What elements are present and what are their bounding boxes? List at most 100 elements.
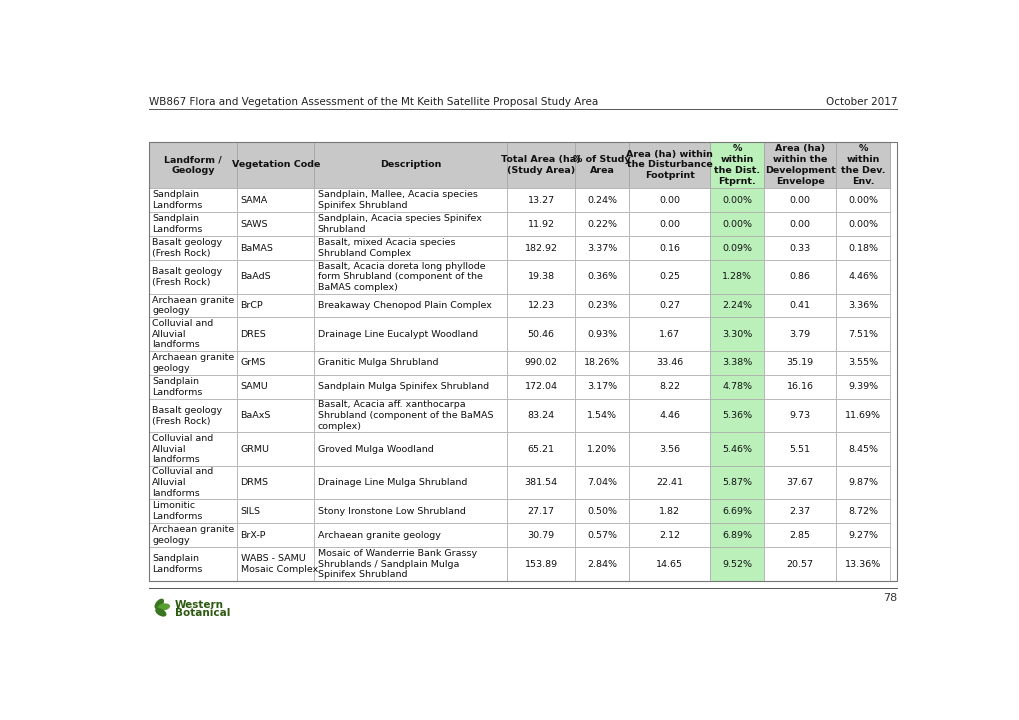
Text: 4.46%: 4.46%: [848, 272, 877, 282]
Text: Sandplain
Landforms: Sandplain Landforms: [152, 554, 203, 574]
Bar: [149, 188, 237, 212]
Text: 0.41: 0.41: [789, 301, 810, 310]
Bar: [149, 466, 237, 500]
Bar: [629, 212, 709, 236]
Bar: [314, 523, 506, 547]
Bar: [149, 351, 237, 375]
Bar: [237, 212, 314, 236]
Text: 3.38%: 3.38%: [721, 359, 751, 367]
Bar: [629, 294, 709, 318]
Text: 2.84%: 2.84%: [587, 559, 616, 569]
Text: SAWS: SAWS: [240, 220, 268, 228]
Text: Basalt, Acacia doreta long phyllode
form Shrubland (component of the
BaMAS compl: Basalt, Acacia doreta long phyllode form…: [317, 261, 485, 292]
Text: 0.00: 0.00: [789, 220, 810, 228]
Text: 2.85: 2.85: [789, 531, 810, 540]
Text: 0.00%: 0.00%: [721, 196, 751, 204]
Bar: [506, 142, 574, 188]
Text: 4.46: 4.46: [658, 411, 680, 420]
Text: Stony Ironstone Low Shrubland: Stony Ironstone Low Shrubland: [317, 507, 465, 516]
Text: 9.87%: 9.87%: [848, 478, 877, 487]
Bar: [836, 500, 890, 523]
Text: Colluvial and
Alluvial
landforms: Colluvial and Alluvial landforms: [152, 434, 213, 464]
Bar: [629, 318, 709, 351]
Bar: [574, 466, 629, 500]
Bar: [314, 294, 506, 318]
Bar: [836, 260, 890, 294]
Bar: [149, 142, 896, 581]
Text: SAMA: SAMA: [240, 196, 268, 204]
Text: 9.39%: 9.39%: [848, 382, 877, 392]
Bar: [574, 523, 629, 547]
Text: Sandplain
Landforms: Sandplain Landforms: [152, 215, 203, 234]
Text: BrCP: BrCP: [240, 301, 263, 310]
Text: Area (ha) within
the Disturbance
Footprint: Area (ha) within the Disturbance Footpri…: [626, 150, 712, 180]
Text: SILS: SILS: [240, 507, 260, 516]
Text: 0.27: 0.27: [658, 301, 680, 310]
Text: BaMAS: BaMAS: [240, 243, 273, 253]
Text: Archaean granite
geology: Archaean granite geology: [152, 526, 234, 545]
Bar: [149, 260, 237, 294]
Text: 65.21: 65.21: [527, 445, 554, 454]
Text: 0.00: 0.00: [658, 220, 680, 228]
Text: 11.92: 11.92: [527, 220, 554, 228]
Bar: [149, 375, 237, 399]
Text: Basalt geology
(Fresh Rock): Basalt geology (Fresh Rock): [152, 238, 222, 258]
Text: 0.22%: 0.22%: [587, 220, 616, 228]
Text: Breakaway Chenopod Plain Complex: Breakaway Chenopod Plain Complex: [317, 301, 491, 310]
Bar: [506, 547, 574, 581]
Text: 182.92: 182.92: [524, 243, 557, 253]
Text: 6.89%: 6.89%: [721, 531, 751, 540]
Text: 0.00%: 0.00%: [848, 196, 877, 204]
Bar: [506, 433, 574, 466]
Text: Colluvial and
Alluvial
landforms: Colluvial and Alluvial landforms: [152, 467, 213, 498]
Text: SAMU: SAMU: [240, 382, 268, 392]
Text: Sandplain
Landforms: Sandplain Landforms: [152, 377, 203, 397]
Bar: [506, 375, 574, 399]
Text: 5.51: 5.51: [789, 445, 810, 454]
Bar: [709, 294, 763, 318]
Ellipse shape: [154, 598, 164, 609]
Text: Botanical: Botanical: [174, 608, 230, 618]
Bar: [237, 375, 314, 399]
Bar: [314, 375, 506, 399]
Bar: [629, 142, 709, 188]
Text: Landform /
Geology: Landform / Geology: [164, 155, 222, 175]
Text: BaAxS: BaAxS: [240, 411, 271, 420]
Text: 13.27: 13.27: [527, 196, 554, 204]
Text: 20.57: 20.57: [786, 559, 813, 569]
Bar: [629, 466, 709, 500]
Bar: [574, 212, 629, 236]
Text: 18.26%: 18.26%: [584, 359, 620, 367]
Bar: [574, 547, 629, 581]
Text: Vegetation Code: Vegetation Code: [231, 161, 320, 169]
Text: 8.45%: 8.45%: [848, 445, 877, 454]
Ellipse shape: [158, 603, 170, 611]
Text: Sandplain
Landforms: Sandplain Landforms: [152, 190, 203, 210]
Bar: [149, 294, 237, 318]
Bar: [314, 212, 506, 236]
Bar: [237, 351, 314, 375]
Text: Description: Description: [380, 161, 441, 169]
Text: 16.16: 16.16: [786, 382, 813, 392]
Text: 8.22: 8.22: [658, 382, 680, 392]
Text: Archaean granite geology: Archaean granite geology: [317, 531, 440, 540]
Bar: [763, 375, 836, 399]
Bar: [237, 142, 314, 188]
Bar: [629, 433, 709, 466]
Bar: [237, 547, 314, 581]
Text: 9.52%: 9.52%: [721, 559, 751, 569]
Bar: [506, 351, 574, 375]
Text: Archaean granite
geology: Archaean granite geology: [152, 296, 234, 315]
Bar: [763, 466, 836, 500]
Text: 22.41: 22.41: [655, 478, 683, 487]
Bar: [506, 523, 574, 547]
Text: 0.00%: 0.00%: [848, 220, 877, 228]
Text: %
within
the Dev.
Env.: % within the Dev. Env.: [841, 144, 884, 186]
Bar: [237, 188, 314, 212]
Text: 0.09%: 0.09%: [721, 243, 751, 253]
Bar: [836, 547, 890, 581]
Text: Basalt, mixed Acacia species
Shrubland Complex: Basalt, mixed Acacia species Shrubland C…: [317, 238, 454, 258]
Bar: [629, 523, 709, 547]
Bar: [149, 433, 237, 466]
Bar: [709, 547, 763, 581]
